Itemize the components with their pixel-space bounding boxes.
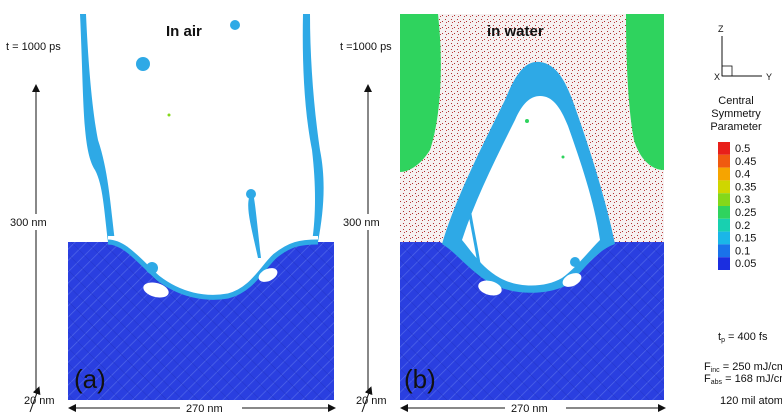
legend-swatch-5	[718, 193, 730, 206]
axis-x-label: X	[714, 72, 720, 82]
legend-title-line-2: Symmetry	[711, 108, 761, 120]
axis-y-label: Y	[766, 72, 772, 82]
legend-swatch-3	[718, 167, 730, 181]
legend-value-7: 0.2	[735, 220, 750, 232]
panel-b-time-label: t =1000 ps	[340, 41, 392, 53]
panel-a-width-label: 270 nm	[186, 403, 223, 414]
panel-a-depth-arrow	[29, 386, 41, 413]
axis-z-label: Z	[718, 24, 724, 34]
legend-value-5: 0.3	[735, 194, 750, 206]
atom-count: 120 mil atoms	[720, 395, 782, 407]
simulation-parameters: tp = 400 fs Finc = 250 mJ/cm2 Fabs = 168…	[704, 331, 782, 407]
legend-value-3: 0.4	[735, 169, 750, 181]
legend-swatch-1	[718, 142, 730, 155]
legend-swatch-7	[718, 218, 730, 232]
legend-value-8: 0.15	[735, 233, 756, 245]
legend-swatch-10	[718, 257, 730, 270]
panel-b-letter: (b)	[404, 364, 436, 394]
legend-swatch-6	[718, 206, 730, 219]
legend-value-9: 0.1	[735, 245, 750, 257]
panel-a-void-1	[143, 282, 169, 298]
absorbed-fluence: Fabs = 168 mJ/cm2	[704, 373, 782, 386]
panel-a-liquid-right-wall	[302, 14, 324, 242]
panel-b-void-1	[478, 280, 502, 296]
panel-a-medium-label: In air	[166, 23, 202, 40]
legend-value-10: 0.05	[735, 258, 756, 270]
panel-a-time-label: t = 1000 ps	[6, 41, 61, 53]
legend-swatch-2	[718, 154, 730, 168]
panel-a-crater	[108, 236, 318, 298]
legend-title-line-1: Central	[718, 95, 753, 107]
panel-a-height-label: 300 nm	[10, 217, 47, 229]
panel-a-droplet-3	[167, 113, 171, 117]
panel-b-void-2	[562, 273, 582, 287]
axes-triad: Z X Y	[714, 24, 772, 82]
pulse-duration: tp = 400 fs	[718, 331, 768, 344]
legend-swatches: 0.50.450.40.350.30.250.20.150.10.05	[718, 142, 756, 270]
panel-b: t =1000 ps in water (b) 300 nm 20 nm 270…	[340, 14, 666, 414]
panel-b-depth-label: 20 nm	[356, 395, 387, 407]
panel-a-droplet-2	[230, 20, 240, 30]
panel-a-depth-label: 20 nm	[24, 395, 55, 407]
panel-b-bubble-interior	[462, 96, 600, 286]
incident-fluence: Finc = 250 mJ/cm2	[704, 361, 782, 374]
legend-value-2: 0.45	[735, 156, 756, 168]
legend: Central Symmetry Parameter 0.50.450.40.3…	[710, 95, 762, 270]
panel-b-droplet-1	[525, 119, 529, 123]
panel-b-water-right	[626, 14, 664, 170]
legend-swatch-9	[718, 244, 730, 258]
panel-a-jet	[248, 198, 261, 258]
panel-b-droplet-2	[561, 155, 565, 159]
panel-b-water-left	[400, 14, 441, 172]
legend-value-4: 0.35	[735, 181, 756, 193]
panel-b-medium-label: in water	[487, 23, 544, 40]
legend-value-1: 0.5	[735, 143, 750, 155]
legend-value-6: 0.25	[735, 207, 756, 219]
panel-b-width-label: 270 nm	[511, 403, 548, 414]
panel-b-depth-arrow	[361, 386, 373, 413]
panel-b-height-label: 300 nm	[343, 217, 380, 229]
legend-swatch-4	[718, 180, 730, 194]
legend-swatch-8	[718, 231, 730, 245]
panel-a-droplet-1	[136, 57, 150, 71]
panel-a-liquid-left-wall	[80, 14, 115, 242]
panel-a: t = 1000 ps In air (a) 300 nm 20 nm 270 …	[6, 14, 336, 414]
panel-a-letter: (a)	[74, 364, 106, 394]
panel-a-void-2	[258, 268, 278, 282]
legend-title-line-3: Parameter	[710, 121, 762, 133]
